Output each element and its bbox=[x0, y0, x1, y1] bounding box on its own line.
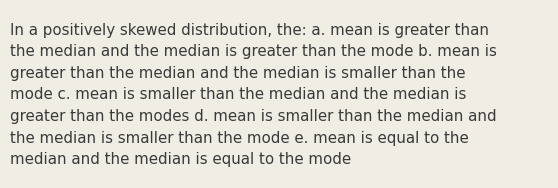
Text: In a positively skewed distribution, the: a. mean is greater than
the median and: In a positively skewed distribution, the… bbox=[10, 23, 497, 167]
